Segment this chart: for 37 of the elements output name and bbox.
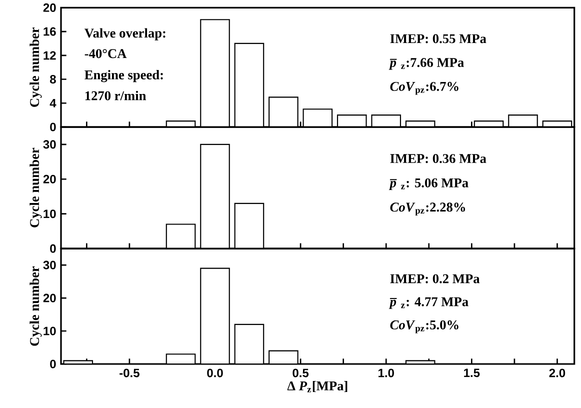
y-tick-label: 20 [43,294,56,302]
y-axis-title: Cycle number [30,27,42,107]
annotation: CoV$_{pz}$:6.7% [390,82,458,95]
x-tick-label: 2.0 [549,368,566,378]
annotation: p̅$_{z}$: 4.77 MPa [388,297,468,309]
y-tick-label: 0 [50,360,56,368]
y-tick-label: 8 [50,75,56,84]
annotation: Engine speed: [84,70,163,82]
y-tick-label: 20 [43,3,56,12]
x-tick-label: 0.5 [292,368,309,378]
annotation: CoV$_{pz}$:5.0% [390,320,458,334]
annotation: IMEP: 0.36 MPa [390,154,486,164]
y-tick-label: 30 [43,140,56,149]
x-tick-label: 1.0 [378,368,394,378]
y-tick-label: 30 [43,260,56,270]
y-tick-label: 0 [50,244,56,253]
y-tick-label: 10 [44,210,56,218]
annotation: p̅$_{z}$: 5.06 MPa [388,178,468,190]
y-tick-label: 10 [44,326,56,336]
y-tick-label: 4 [50,99,56,108]
x-tick-label: -0.5 [120,368,140,378]
y-axis-title: Cycle number [30,148,42,228]
x-tick-label: 1.5 [464,368,480,378]
y-tick-label: 16 [44,27,56,36]
x-tick-label: 0.0 [207,368,223,378]
annotation: CoV$_{pz}$:2.28% [390,202,466,216]
annotation: 1270 r/min [85,90,146,100]
annotation: -40°CA [84,49,127,58]
x-axis-title: Δ P$_{z}$[MPa] [287,381,348,392]
y-axis-title: Cycle number [30,266,42,346]
annotation: Valve overlap: [84,28,166,40]
annotation: IMEP: 0.2 MPa [390,274,480,284]
annotation: IMEP: 0.55 MPa [390,34,486,44]
y-tick-label: 0 [50,122,56,132]
annotation: p̅$_{z}$:7.66 MPa [388,58,464,70]
y-tick-label: 20 [43,174,56,184]
y-tick-label: 12 [44,51,56,60]
